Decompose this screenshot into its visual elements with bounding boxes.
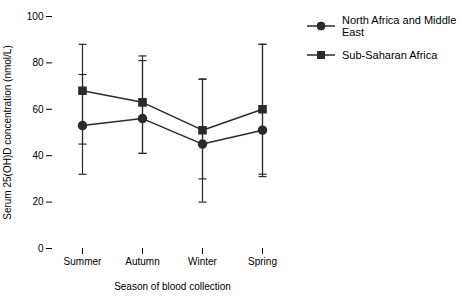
svg-text:Serum 25(OH)D concentration (n: Serum 25(OH)D concentration (nmol/L) [2, 45, 13, 220]
svg-text:Winter: Winter [188, 256, 218, 267]
svg-text:40: 40 [32, 150, 44, 161]
svg-text:60: 60 [32, 104, 44, 115]
svg-text:0: 0 [38, 243, 44, 254]
svg-text:Autumn: Autumn [125, 256, 159, 267]
svg-text:Spring: Spring [248, 256, 277, 267]
svg-text:100: 100 [27, 11, 44, 22]
svg-text:Season of blood collection: Season of blood collection [114, 281, 231, 292]
svg-text:80: 80 [32, 57, 44, 68]
html-text:North Africa and Middle East: North Africa and Middle East [342, 14, 457, 38]
svg-text:Summer: Summer [64, 256, 102, 267]
svg-text:20: 20 [32, 196, 44, 207]
html-text:Sub-Saharan Africa: Sub-Saharan Africa [342, 49, 438, 61]
